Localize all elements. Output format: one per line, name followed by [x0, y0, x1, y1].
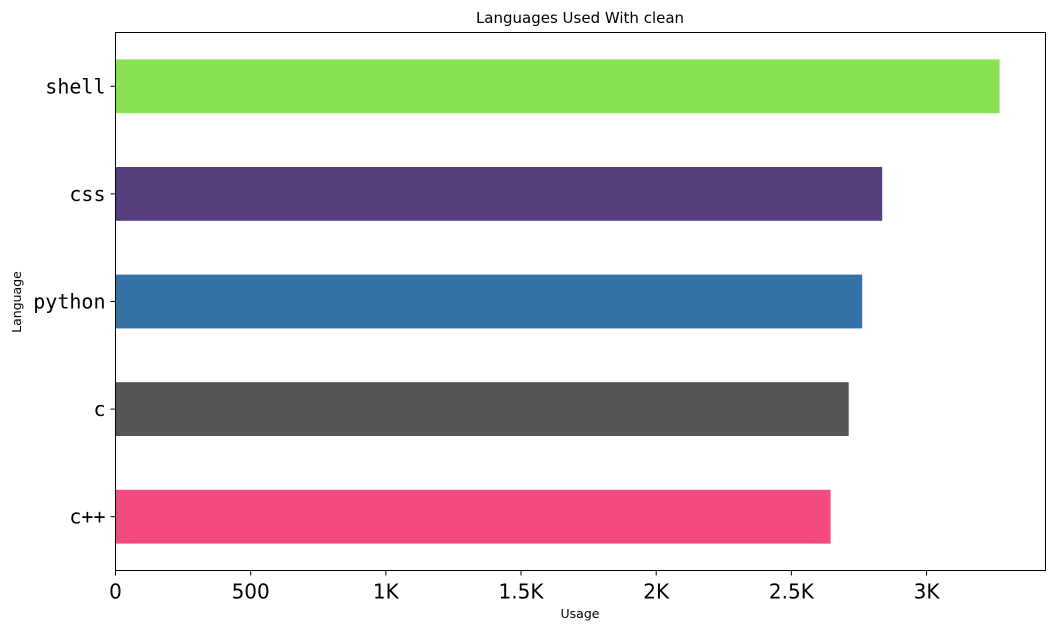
bar-cplusplus — [115, 489, 831, 544]
x-tick-label: 500 — [232, 580, 270, 604]
bar-python — [115, 274, 863, 329]
x-axis: 0 500 1K 1.5K 2K 2.5K 3K — [109, 570, 941, 604]
y-axis: c++ c python css shell — [33, 74, 116, 529]
x-tick-label: 2.5K — [769, 580, 815, 604]
x-tick-label: 0 — [109, 580, 122, 604]
bar-c — [115, 382, 849, 436]
chart-title: Languages Used With clean — [476, 9, 684, 27]
y-tick-label-css: css — [69, 182, 105, 206]
x-tick-label: 1.5K — [499, 580, 545, 604]
x-tick-label: 3K — [914, 580, 941, 604]
x-tick-label: 2K — [643, 580, 670, 604]
y-tick-label-python: python — [33, 290, 105, 314]
plot-frame — [115, 32, 1046, 571]
bar-css — [115, 167, 883, 221]
y-tick-label-shell: shell — [45, 74, 105, 98]
y-tick-label-cplusplus: c++ — [69, 505, 105, 529]
x-tick-label: 1K — [373, 580, 400, 604]
bars-group — [115, 59, 1000, 544]
bar-shell — [115, 59, 1000, 114]
y-tick-label-c: c — [93, 397, 105, 421]
y-axis-label: Language — [9, 271, 24, 333]
x-axis-label: Usage — [561, 606, 600, 621]
